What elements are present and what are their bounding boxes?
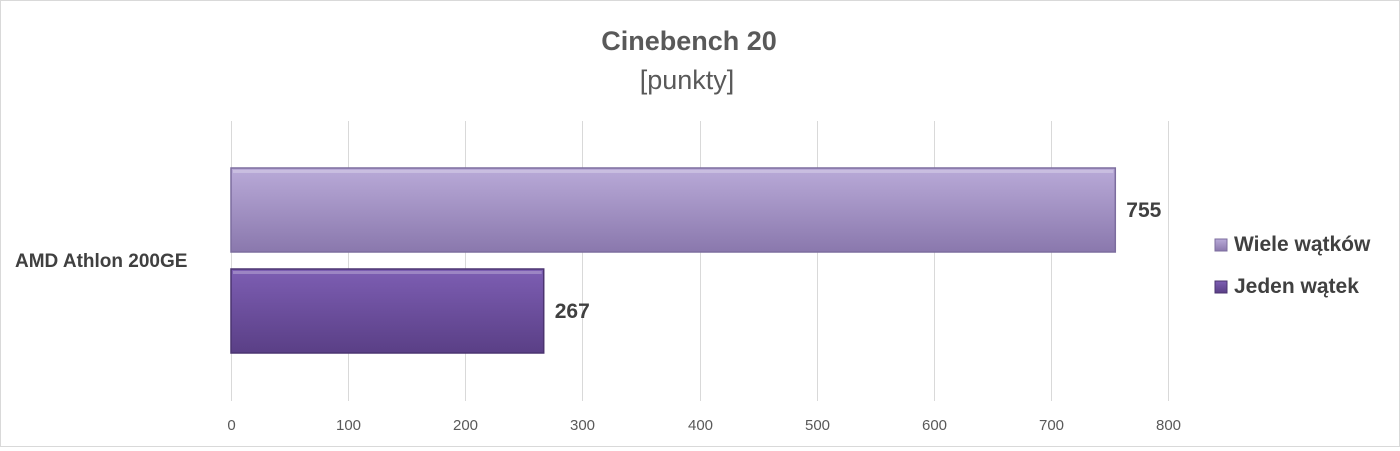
bars — [230, 167, 1117, 354]
x-tick-label-500: 500 — [805, 417, 830, 434]
x-tick-label-300: 300 — [570, 417, 595, 434]
bar-highlight-1 — [233, 271, 542, 274]
x-tick-label-600: 600 — [922, 417, 947, 434]
chart-subtitle: [punkty] — [640, 65, 735, 95]
legend-swatch-wiele-watkow — [1214, 238, 1228, 252]
gridlines — [231, 121, 1169, 401]
data-label-wiele-watkow: 755 — [1126, 199, 1161, 222]
bar-highlight-0 — [233, 170, 1114, 173]
legend: Wiele wątków Jeden wątek — [1214, 233, 1371, 298]
x-tick-label-0: 0 — [227, 417, 235, 434]
chart-title: Cinebench 20 — [601, 26, 777, 56]
legend-label-jeden-watek: Jeden wątek — [1234, 275, 1359, 298]
bar-wiele-watkow — [230, 167, 1117, 253]
data-label-jeden-watek: 267 — [555, 300, 590, 323]
x-tick-label-700: 700 — [1039, 417, 1064, 434]
category-label: AMD Athlon 200GE — [15, 251, 187, 272]
legend-label-wiele-watkow: Wiele wątków — [1234, 233, 1371, 256]
x-tick-label-400: 400 — [688, 417, 713, 434]
data-labels: 755 267 — [555, 199, 1162, 323]
x-tick-label-200: 200 — [453, 417, 478, 434]
x-axis-ticks: 0 100 200 300 400 500 600 700 800 — [227, 417, 1181, 434]
x-tick-label-100: 100 — [336, 417, 361, 434]
legend-swatch-jeden-watek — [1214, 280, 1228, 294]
x-tick-label-800: 800 — [1156, 417, 1181, 434]
bar-jeden-watek — [230, 268, 545, 354]
